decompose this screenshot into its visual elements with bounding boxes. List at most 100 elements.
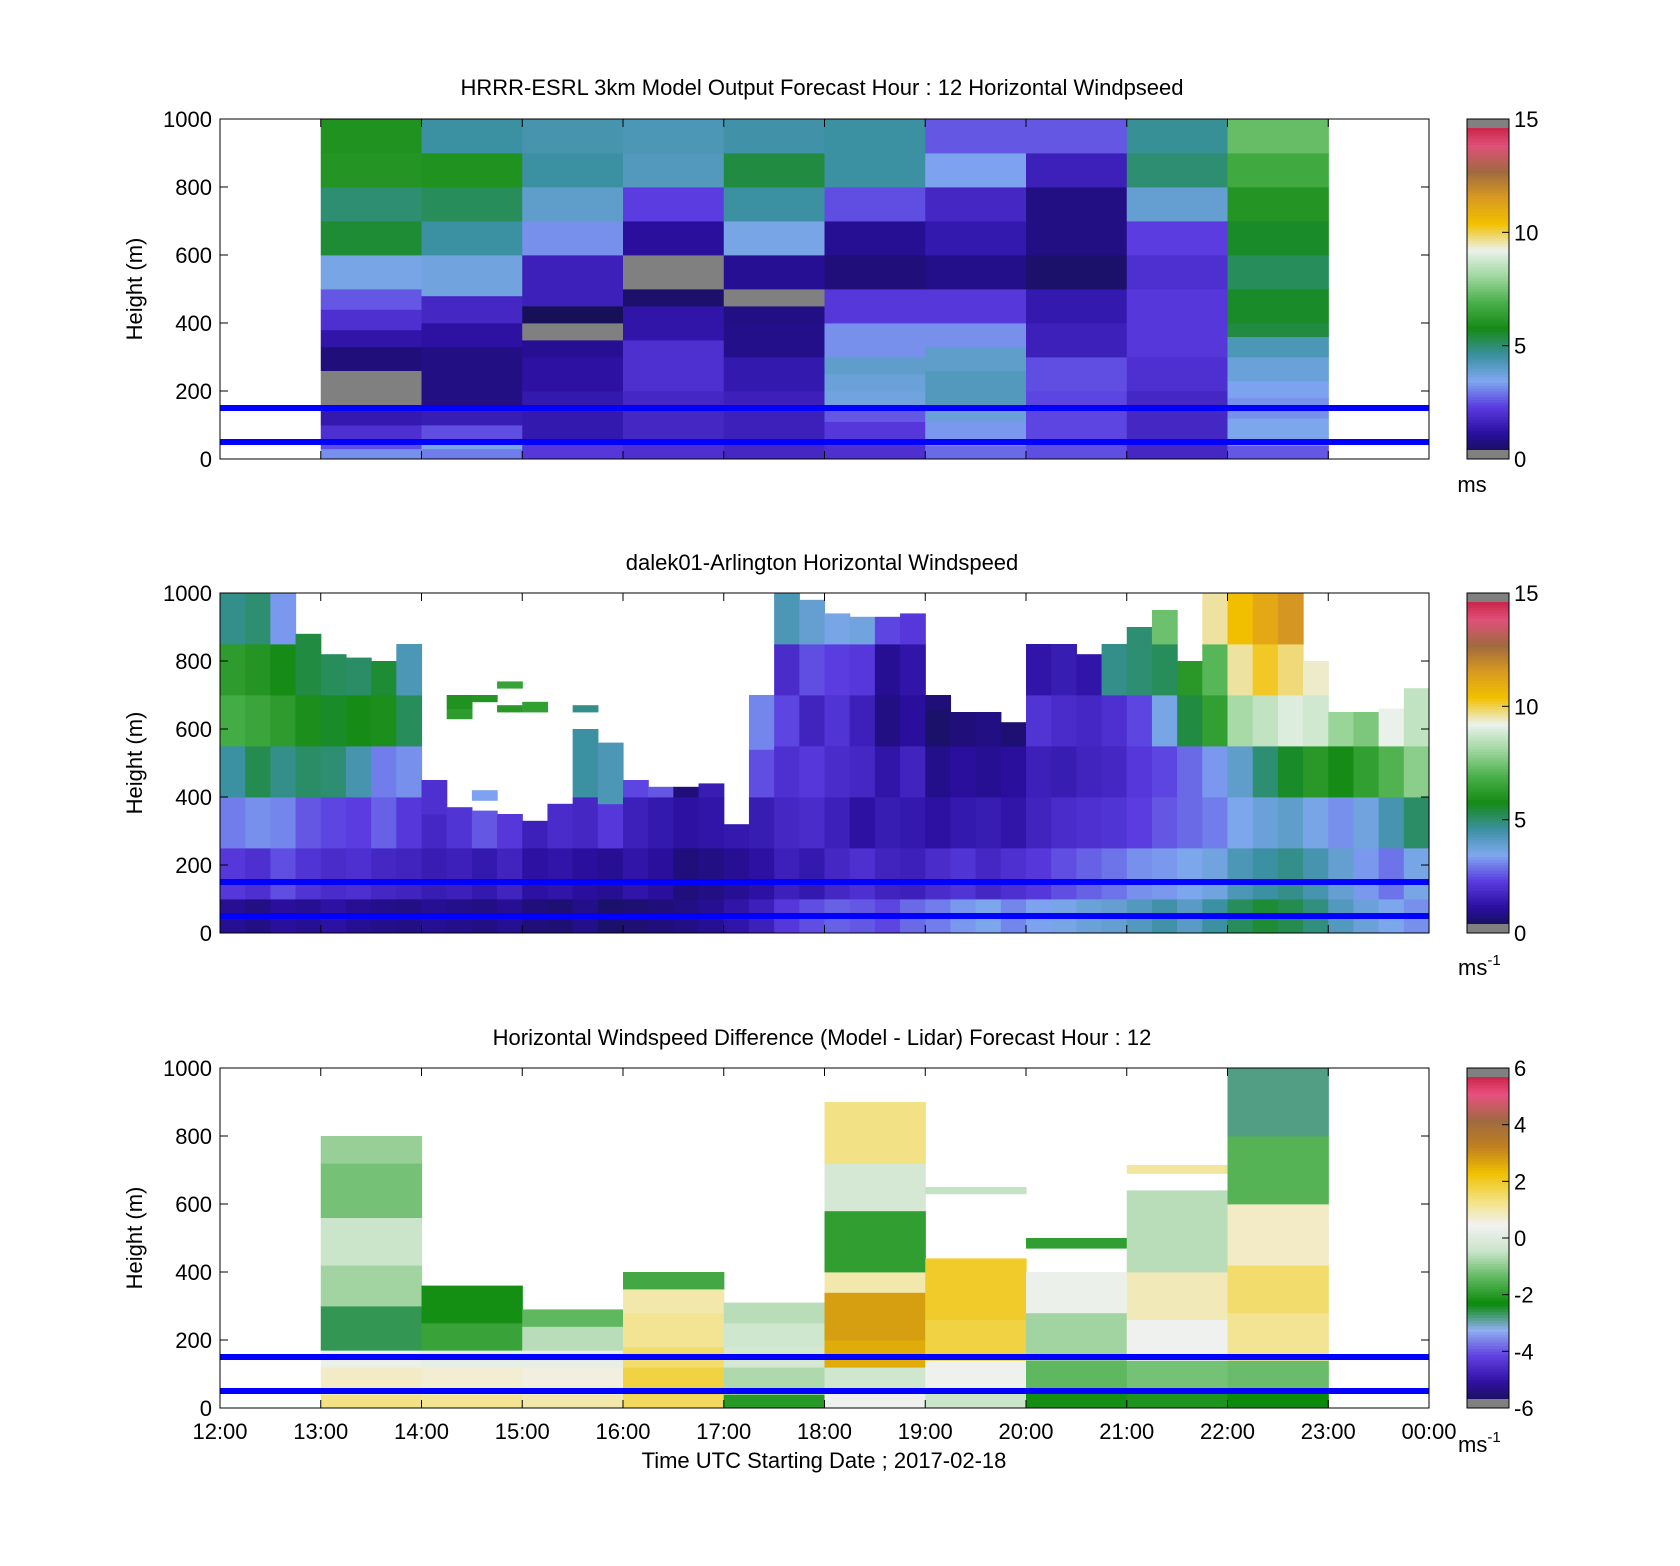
heatmap-cell-34-3 bbox=[1076, 746, 1103, 798]
colorbar-segment bbox=[1467, 731, 1509, 736]
colorbar-segment bbox=[1467, 853, 1509, 857]
colorbar-unit-lidar: ms-1 bbox=[1458, 952, 1501, 980]
heatmap-cell-45-4 bbox=[1353, 712, 1380, 747]
heatmap-cell-4-0 bbox=[723, 1394, 826, 1409]
heatmap-cell-3-6 bbox=[623, 221, 725, 256]
colorbar-segment bbox=[1467, 1087, 1509, 1092]
colorbar-segment bbox=[1467, 916, 1509, 920]
heatmap-cell-7-6 bbox=[1026, 187, 1128, 256]
colorbar-segment bbox=[1467, 328, 1509, 332]
xtick-label: 19:00 bbox=[898, 1419, 953, 1444]
heatmap-cell-0-3 bbox=[320, 1306, 423, 1351]
colorbar-tick-label: 6 bbox=[1514, 1056, 1526, 1081]
colorbar-segment bbox=[1467, 340, 1509, 344]
colorbar-segment bbox=[1467, 709, 1509, 713]
colorbar-segment bbox=[1467, 1150, 1509, 1154]
colorbar-segment bbox=[1467, 901, 1509, 906]
heatmap-cell-3-4 bbox=[295, 695, 322, 747]
heatmap-cell-15-1 bbox=[597, 848, 624, 900]
colorbar-segment bbox=[1467, 839, 1509, 843]
ytick-label: 800 bbox=[175, 649, 212, 674]
heatmap-cell-4-5 bbox=[723, 289, 826, 307]
heatmap-cell-0-3 bbox=[320, 408, 423, 426]
heatmap-cell-0-4 bbox=[220, 695, 246, 747]
colorbar-segment bbox=[1467, 649, 1509, 653]
colorbar-segment bbox=[1467, 238, 1509, 242]
colorbar-segment bbox=[1467, 683, 1509, 687]
heatmap-cell-5-4 bbox=[824, 1272, 926, 1293]
heatmap-cell-25-6 bbox=[849, 616, 876, 645]
colorbar-segment bbox=[1467, 308, 1509, 313]
colorbar-segment bbox=[1467, 638, 1509, 642]
heatmap-cell-19-1 bbox=[698, 848, 725, 900]
colorbar-segment bbox=[1467, 325, 1509, 330]
heatmap-cell-27-1 bbox=[900, 848, 926, 900]
colorbar-segment bbox=[1467, 862, 1509, 866]
heatmap-cell-5-2 bbox=[824, 1340, 926, 1368]
colorbar-segment bbox=[1467, 842, 1509, 846]
colorbar-segment bbox=[1467, 1110, 1509, 1114]
colorbar-segment bbox=[1467, 1320, 1509, 1324]
ytick-label: 1000 bbox=[163, 581, 212, 606]
colorbar-segment bbox=[1467, 430, 1509, 434]
heatmap-cell-0-4 bbox=[320, 370, 423, 409]
colorbar-tick-label: -2 bbox=[1514, 1283, 1534, 1308]
heatmap-cell-32-1 bbox=[1026, 848, 1052, 900]
colorbar-segment bbox=[1467, 1393, 1509, 1398]
colorbar-segment bbox=[1467, 1206, 1509, 1211]
colorbar-segment bbox=[1467, 1235, 1509, 1239]
colorbar-segment bbox=[1467, 331, 1509, 335]
heatmap-cell-29-2 bbox=[950, 797, 977, 849]
colorbar-segment bbox=[1467, 1153, 1509, 1157]
colorbar-segment bbox=[1467, 675, 1509, 679]
heatmap-cell-8-5 bbox=[1126, 1164, 1229, 1174]
colorbar-segment bbox=[1467, 695, 1509, 699]
colorbar-segment bbox=[1467, 427, 1509, 432]
ylabel-model: Height (m) bbox=[122, 238, 147, 341]
colorbar-segment bbox=[1467, 822, 1509, 826]
colorbar-segment bbox=[1467, 785, 1509, 789]
colorbar-segment bbox=[1467, 396, 1509, 400]
heatmap-cell-42-3 bbox=[1277, 746, 1304, 798]
heatmap-cell-4-2 bbox=[320, 797, 347, 849]
heatmap-cell-2-4 bbox=[522, 323, 624, 341]
xtick-label: 20:00 bbox=[998, 1419, 1053, 1444]
heatmap-cell-0-4 bbox=[320, 1265, 423, 1307]
colorbar-segment bbox=[1467, 615, 1509, 619]
colorbar-segment bbox=[1467, 1334, 1509, 1338]
colorbar-segment bbox=[1467, 805, 1509, 809]
colorbar-segment bbox=[1467, 692, 1509, 696]
colorbar-segment bbox=[1467, 1099, 1509, 1103]
heatmap-cell-7-4 bbox=[1026, 289, 1128, 324]
colorbar-segment bbox=[1467, 1232, 1509, 1236]
colorbar-segment bbox=[1467, 249, 1509, 253]
heatmap-cell-6-8 bbox=[925, 221, 1027, 256]
heatmap-cell-26-5 bbox=[874, 644, 901, 696]
heatmap-cell-15-2 bbox=[597, 803, 624, 849]
colorbar-segment bbox=[1467, 1178, 1509, 1182]
heatmap-cell-0-10 bbox=[320, 221, 423, 256]
colorbar-segment bbox=[1467, 337, 1509, 341]
title-model: HRRR-ESRL 3km Model Output Forecast Hour… bbox=[460, 75, 1183, 100]
colorbar-segment bbox=[1467, 884, 1509, 889]
heatmap-cell-5-6 bbox=[824, 1163, 926, 1212]
colorbar-segment bbox=[1467, 782, 1509, 787]
colorbar-segment bbox=[1467, 201, 1509, 205]
heatmap-cell-2-4 bbox=[522, 1309, 624, 1327]
heatmap-cell-10-4 bbox=[471, 695, 498, 703]
heatmap-cell-38-1 bbox=[1177, 848, 1203, 900]
colorbar-segment bbox=[1467, 1342, 1509, 1347]
heatmap-cell-30-1 bbox=[975, 848, 1002, 900]
colorbar-segment bbox=[1467, 661, 1509, 665]
colorbar-segment bbox=[1467, 300, 1509, 304]
colorbar-segment bbox=[1467, 436, 1509, 440]
heatmap-cell-32-2 bbox=[1026, 797, 1052, 849]
colorbar-segment bbox=[1467, 1144, 1509, 1148]
colorbar-segment bbox=[1467, 655, 1509, 659]
heatmap-cell-2-3 bbox=[522, 340, 624, 358]
colorbar-segment bbox=[1467, 130, 1509, 134]
colorbar-segment bbox=[1467, 887, 1509, 891]
heatmap-cell-6-6 bbox=[925, 289, 1027, 324]
colorbar-segment bbox=[1467, 1212, 1509, 1216]
xtick-label: 13:00 bbox=[293, 1419, 348, 1444]
